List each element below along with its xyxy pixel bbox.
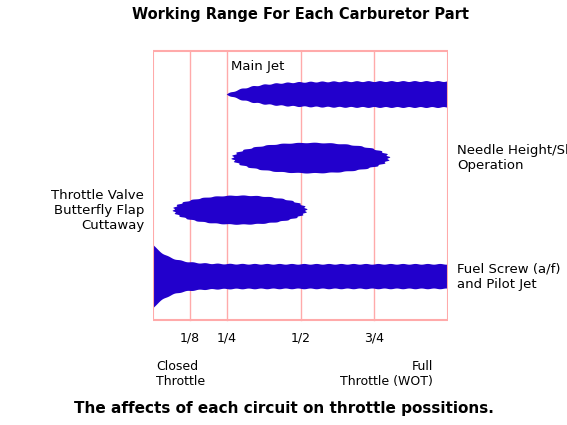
Text: 1/4: 1/4 (217, 332, 237, 345)
Text: The affects of each circuit on throttle possitions.: The affects of each circuit on throttle … (74, 400, 493, 416)
Text: 1/2: 1/2 (290, 332, 311, 345)
Polygon shape (172, 196, 307, 225)
Text: Throttle Valve
Butterfly Flap
Cuttaway: Throttle Valve Butterfly Flap Cuttaway (52, 189, 144, 232)
Text: Full
Throttle (WOT): Full Throttle (WOT) (340, 360, 433, 388)
Polygon shape (231, 143, 390, 173)
Polygon shape (153, 245, 448, 309)
Text: Working Range For Each Carburetor Part: Working Range For Each Carburetor Part (132, 7, 469, 22)
Text: 3/4: 3/4 (364, 332, 384, 345)
Text: 1/8: 1/8 (180, 332, 200, 345)
Text: Main Jet: Main Jet (231, 60, 285, 73)
Text: Closed
Throttle: Closed Throttle (156, 360, 205, 388)
Text: Needle Height/Slide
Operation: Needle Height/Slide Operation (457, 144, 567, 172)
Text: Fuel Screw (a/f)
and Pilot Jet: Fuel Screw (a/f) and Pilot Jet (457, 263, 560, 291)
Polygon shape (227, 81, 448, 108)
